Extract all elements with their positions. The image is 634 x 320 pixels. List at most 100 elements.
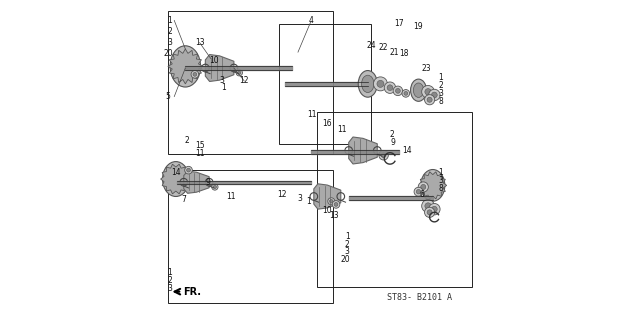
Text: 10: 10 bbox=[209, 56, 219, 65]
Circle shape bbox=[330, 199, 333, 203]
Circle shape bbox=[429, 89, 440, 101]
Text: 1: 1 bbox=[307, 197, 311, 206]
Circle shape bbox=[236, 69, 242, 76]
Circle shape bbox=[421, 184, 426, 189]
Text: 23: 23 bbox=[422, 63, 431, 73]
Text: 4: 4 bbox=[308, 16, 313, 25]
Circle shape bbox=[387, 85, 393, 91]
Text: 8: 8 bbox=[438, 184, 443, 193]
Circle shape bbox=[238, 71, 241, 74]
Ellipse shape bbox=[162, 162, 189, 196]
Polygon shape bbox=[205, 54, 234, 82]
Circle shape bbox=[373, 77, 387, 91]
Text: 2: 2 bbox=[167, 276, 172, 285]
Text: 14: 14 bbox=[403, 146, 412, 155]
Circle shape bbox=[393, 86, 403, 96]
Circle shape bbox=[427, 97, 432, 102]
Text: 1: 1 bbox=[167, 268, 172, 277]
Circle shape bbox=[381, 153, 386, 158]
Text: 3: 3 bbox=[167, 38, 172, 47]
Text: 6: 6 bbox=[419, 190, 424, 199]
Text: 3: 3 bbox=[297, 194, 302, 203]
Circle shape bbox=[379, 150, 389, 160]
Text: 2: 2 bbox=[438, 81, 443, 90]
Text: 11: 11 bbox=[307, 109, 317, 118]
Circle shape bbox=[332, 201, 340, 208]
Text: 12: 12 bbox=[239, 76, 249, 85]
Text: 3: 3 bbox=[345, 247, 349, 257]
Text: 20: 20 bbox=[163, 49, 172, 58]
Circle shape bbox=[422, 85, 434, 98]
Circle shape bbox=[432, 206, 437, 212]
Circle shape bbox=[425, 95, 435, 105]
Circle shape bbox=[432, 92, 437, 98]
Text: 1: 1 bbox=[345, 232, 349, 241]
Circle shape bbox=[427, 210, 432, 215]
Circle shape bbox=[212, 184, 218, 190]
Ellipse shape bbox=[421, 170, 445, 201]
Text: 2: 2 bbox=[184, 136, 190, 146]
Text: 8: 8 bbox=[438, 97, 443, 106]
Circle shape bbox=[328, 198, 335, 205]
Text: 5: 5 bbox=[165, 92, 171, 101]
Circle shape bbox=[414, 187, 423, 196]
Text: 2: 2 bbox=[167, 27, 172, 36]
Text: 1: 1 bbox=[221, 83, 226, 92]
Polygon shape bbox=[314, 184, 341, 209]
Text: 3: 3 bbox=[219, 76, 224, 85]
Ellipse shape bbox=[425, 175, 441, 196]
Text: 18: 18 bbox=[399, 49, 409, 58]
Text: 17: 17 bbox=[395, 19, 404, 28]
Text: 24: 24 bbox=[366, 41, 376, 50]
Circle shape bbox=[213, 185, 216, 188]
Circle shape bbox=[384, 82, 396, 93]
Circle shape bbox=[404, 92, 408, 95]
Text: 9: 9 bbox=[205, 178, 210, 187]
Polygon shape bbox=[168, 49, 203, 84]
Circle shape bbox=[418, 182, 429, 192]
Text: 7: 7 bbox=[181, 195, 186, 204]
Circle shape bbox=[184, 166, 192, 174]
Text: 2: 2 bbox=[389, 130, 394, 139]
Circle shape bbox=[377, 80, 384, 87]
Circle shape bbox=[186, 168, 190, 172]
Ellipse shape bbox=[176, 53, 195, 80]
Text: 2: 2 bbox=[345, 240, 349, 249]
Circle shape bbox=[425, 89, 431, 95]
Circle shape bbox=[425, 207, 435, 217]
Ellipse shape bbox=[411, 79, 427, 101]
Ellipse shape bbox=[167, 168, 184, 190]
Text: 1: 1 bbox=[438, 73, 443, 82]
Text: 13: 13 bbox=[330, 211, 339, 220]
Text: ST83- B2101 A: ST83- B2101 A bbox=[387, 293, 452, 302]
Circle shape bbox=[334, 203, 338, 206]
Circle shape bbox=[425, 203, 431, 209]
Text: 19: 19 bbox=[414, 22, 424, 31]
Text: 14: 14 bbox=[171, 168, 181, 177]
Text: 3: 3 bbox=[167, 284, 172, 293]
Text: 3: 3 bbox=[438, 89, 443, 98]
Ellipse shape bbox=[413, 83, 424, 97]
Text: 13: 13 bbox=[195, 38, 204, 47]
Text: 11: 11 bbox=[195, 149, 204, 158]
Polygon shape bbox=[349, 137, 377, 164]
Ellipse shape bbox=[361, 75, 374, 92]
Text: 3: 3 bbox=[438, 176, 443, 185]
Text: 1: 1 bbox=[438, 168, 443, 177]
Text: 16: 16 bbox=[321, 119, 332, 128]
Text: 1: 1 bbox=[167, 16, 172, 25]
Circle shape bbox=[191, 70, 198, 78]
Ellipse shape bbox=[358, 70, 377, 97]
Polygon shape bbox=[160, 164, 191, 194]
Text: 22: 22 bbox=[379, 43, 389, 52]
Text: 11: 11 bbox=[226, 192, 236, 201]
Text: 12: 12 bbox=[277, 190, 287, 199]
Text: 21: 21 bbox=[390, 48, 399, 57]
Circle shape bbox=[417, 189, 421, 194]
Text: 9: 9 bbox=[391, 138, 396, 147]
Circle shape bbox=[429, 204, 440, 215]
Polygon shape bbox=[419, 172, 447, 199]
Polygon shape bbox=[184, 171, 209, 193]
Text: 20: 20 bbox=[340, 255, 351, 264]
Circle shape bbox=[422, 200, 434, 212]
